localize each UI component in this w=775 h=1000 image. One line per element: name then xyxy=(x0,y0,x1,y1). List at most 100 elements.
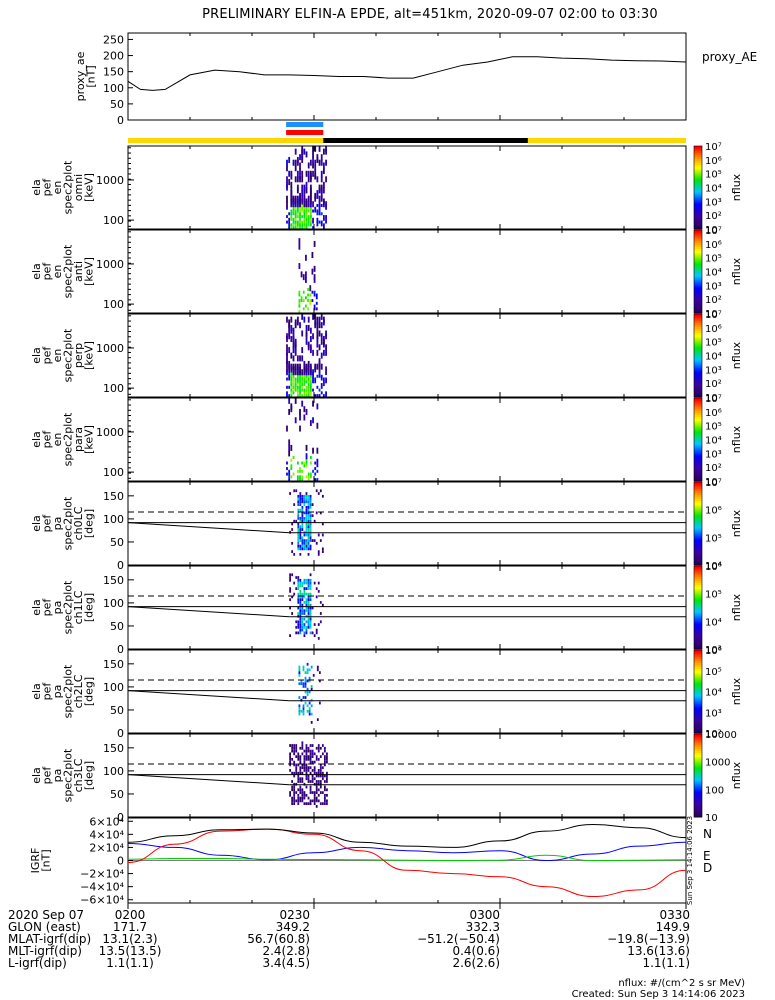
colorbar-tick-label: 10⁶ xyxy=(705,562,722,573)
pitch-angle-cell xyxy=(305,752,308,756)
colorbar-segment xyxy=(694,308,702,312)
colorbar-segment xyxy=(694,724,702,728)
colorbar-segment xyxy=(694,349,702,352)
spectrogram-cell xyxy=(288,444,291,451)
spectrogram-cell xyxy=(292,333,295,340)
pitch-angle-cell xyxy=(309,581,312,585)
pitch-angle-cell xyxy=(295,519,298,523)
spectrogram-cell xyxy=(320,363,323,370)
igrf-side-text: Sun Sep 3 14:14:06 2023 xyxy=(686,816,694,905)
spectrogram-cell xyxy=(299,377,301,381)
pitch-angle-cell xyxy=(311,749,314,753)
pitch-angle-cell xyxy=(313,519,316,523)
pitch-angle-cell xyxy=(309,791,312,794)
spectrogram-cell xyxy=(318,371,321,375)
pitch-angle-cell xyxy=(309,788,312,792)
spectrogram-cell xyxy=(314,192,317,199)
pitch-angle-cell xyxy=(307,796,310,800)
pitch-angle-cell xyxy=(323,802,326,806)
colorbar-segment xyxy=(694,728,702,732)
spectrogram-cell xyxy=(296,461,299,465)
spectrogram-cell xyxy=(307,316,310,323)
pitch-angle-cell xyxy=(309,744,312,747)
colorbar-segment xyxy=(694,318,702,321)
spectrogram-cell xyxy=(292,159,295,166)
spectrogram-cell xyxy=(320,391,323,395)
pitch-angle-cell xyxy=(289,589,291,593)
colorbar-frame xyxy=(693,565,703,650)
spectrogram-cell xyxy=(325,349,327,356)
spectrogram-cell xyxy=(314,467,317,471)
spectrogram-cell xyxy=(296,206,299,210)
spectrogram-cell xyxy=(299,162,301,169)
colorbar-segment xyxy=(694,500,702,504)
pitch-angle-cell xyxy=(309,757,312,761)
pitch-angle-cell xyxy=(305,601,308,604)
pitch-angle-cell xyxy=(306,687,309,691)
colorbar-segment xyxy=(694,353,702,356)
pitch-angle-cell xyxy=(295,744,298,747)
footer-value: 0300 xyxy=(469,908,500,922)
pitch-angle-cell xyxy=(305,497,308,501)
colorbar-label: nflux xyxy=(730,593,743,621)
colorbar-segment xyxy=(694,754,702,758)
spectrogram-cell xyxy=(303,209,306,213)
pitch-angle-cell xyxy=(299,547,302,551)
pitch-angle-cell xyxy=(307,584,310,588)
spectrogram-cell xyxy=(288,394,291,398)
ylabel-line: ch1LC xyxy=(72,590,85,624)
spectrogram-cell xyxy=(311,290,314,294)
y-tick-label: 100 xyxy=(103,466,124,479)
pitch-angle-cell xyxy=(309,536,312,540)
spectrogram-cell xyxy=(309,293,312,297)
pitch-angle-cell xyxy=(293,503,296,506)
pitch-angle-cell xyxy=(309,547,312,551)
pitch-angle-cell xyxy=(301,628,304,632)
pitch-angle-cell xyxy=(311,774,314,778)
pitch-angle-cell xyxy=(315,628,318,632)
colorbar-segment xyxy=(694,562,702,566)
pitch-angle-cell xyxy=(289,578,291,582)
ylabel-line: pef xyxy=(40,262,53,281)
spectrogram-cell xyxy=(301,184,304,191)
spectrogram-cell xyxy=(296,385,299,389)
colorbar-segment xyxy=(694,603,702,606)
colorbar-segment xyxy=(694,179,702,182)
ylabel-line: pef xyxy=(40,346,53,365)
spectrogram-cell xyxy=(320,385,323,389)
pitch-angle-cell xyxy=(323,755,326,758)
spectrogram-cell xyxy=(314,319,317,326)
ylabel-line: ela xyxy=(30,347,43,364)
colorbar-tick-label: 10⁶ xyxy=(705,324,722,335)
pitch-angle-cell xyxy=(303,617,306,621)
colorbar-segment xyxy=(694,722,702,726)
pitch-angle-cell xyxy=(304,696,307,699)
y-tick-label: 100 xyxy=(103,298,124,311)
pitch-angle-cell xyxy=(293,788,296,792)
spectrogram-cell xyxy=(309,206,312,210)
pitch-angle-cell xyxy=(310,685,313,688)
spectrogram-cell xyxy=(316,461,319,465)
pitch-angle-cell xyxy=(299,788,302,792)
spectrogram-cell xyxy=(305,444,308,451)
pitch-angle-cell xyxy=(303,802,306,806)
pitch-angle-cell xyxy=(303,760,306,764)
colorbar-segment xyxy=(694,642,702,646)
spectrogram-cell xyxy=(312,145,314,152)
ylabel-line: en xyxy=(51,433,64,447)
spectrogram-cell xyxy=(307,287,309,291)
pitch-angle-cell xyxy=(317,749,320,753)
spectrogram-cell xyxy=(296,374,299,378)
created-timestamp: Created: Sun Sep 3 14:14:06 2023 xyxy=(572,989,745,1000)
colorbar-segment xyxy=(694,328,702,332)
colorbar-segment xyxy=(694,244,702,248)
spectrogram-cell xyxy=(314,394,317,398)
spectrogram-cell xyxy=(294,349,297,356)
footer-value: 13.6(13.6) xyxy=(627,944,690,958)
science-zone-bar-red xyxy=(286,130,324,135)
pitch-angle-cell xyxy=(319,601,322,604)
pitch-angle-cell xyxy=(318,701,321,705)
